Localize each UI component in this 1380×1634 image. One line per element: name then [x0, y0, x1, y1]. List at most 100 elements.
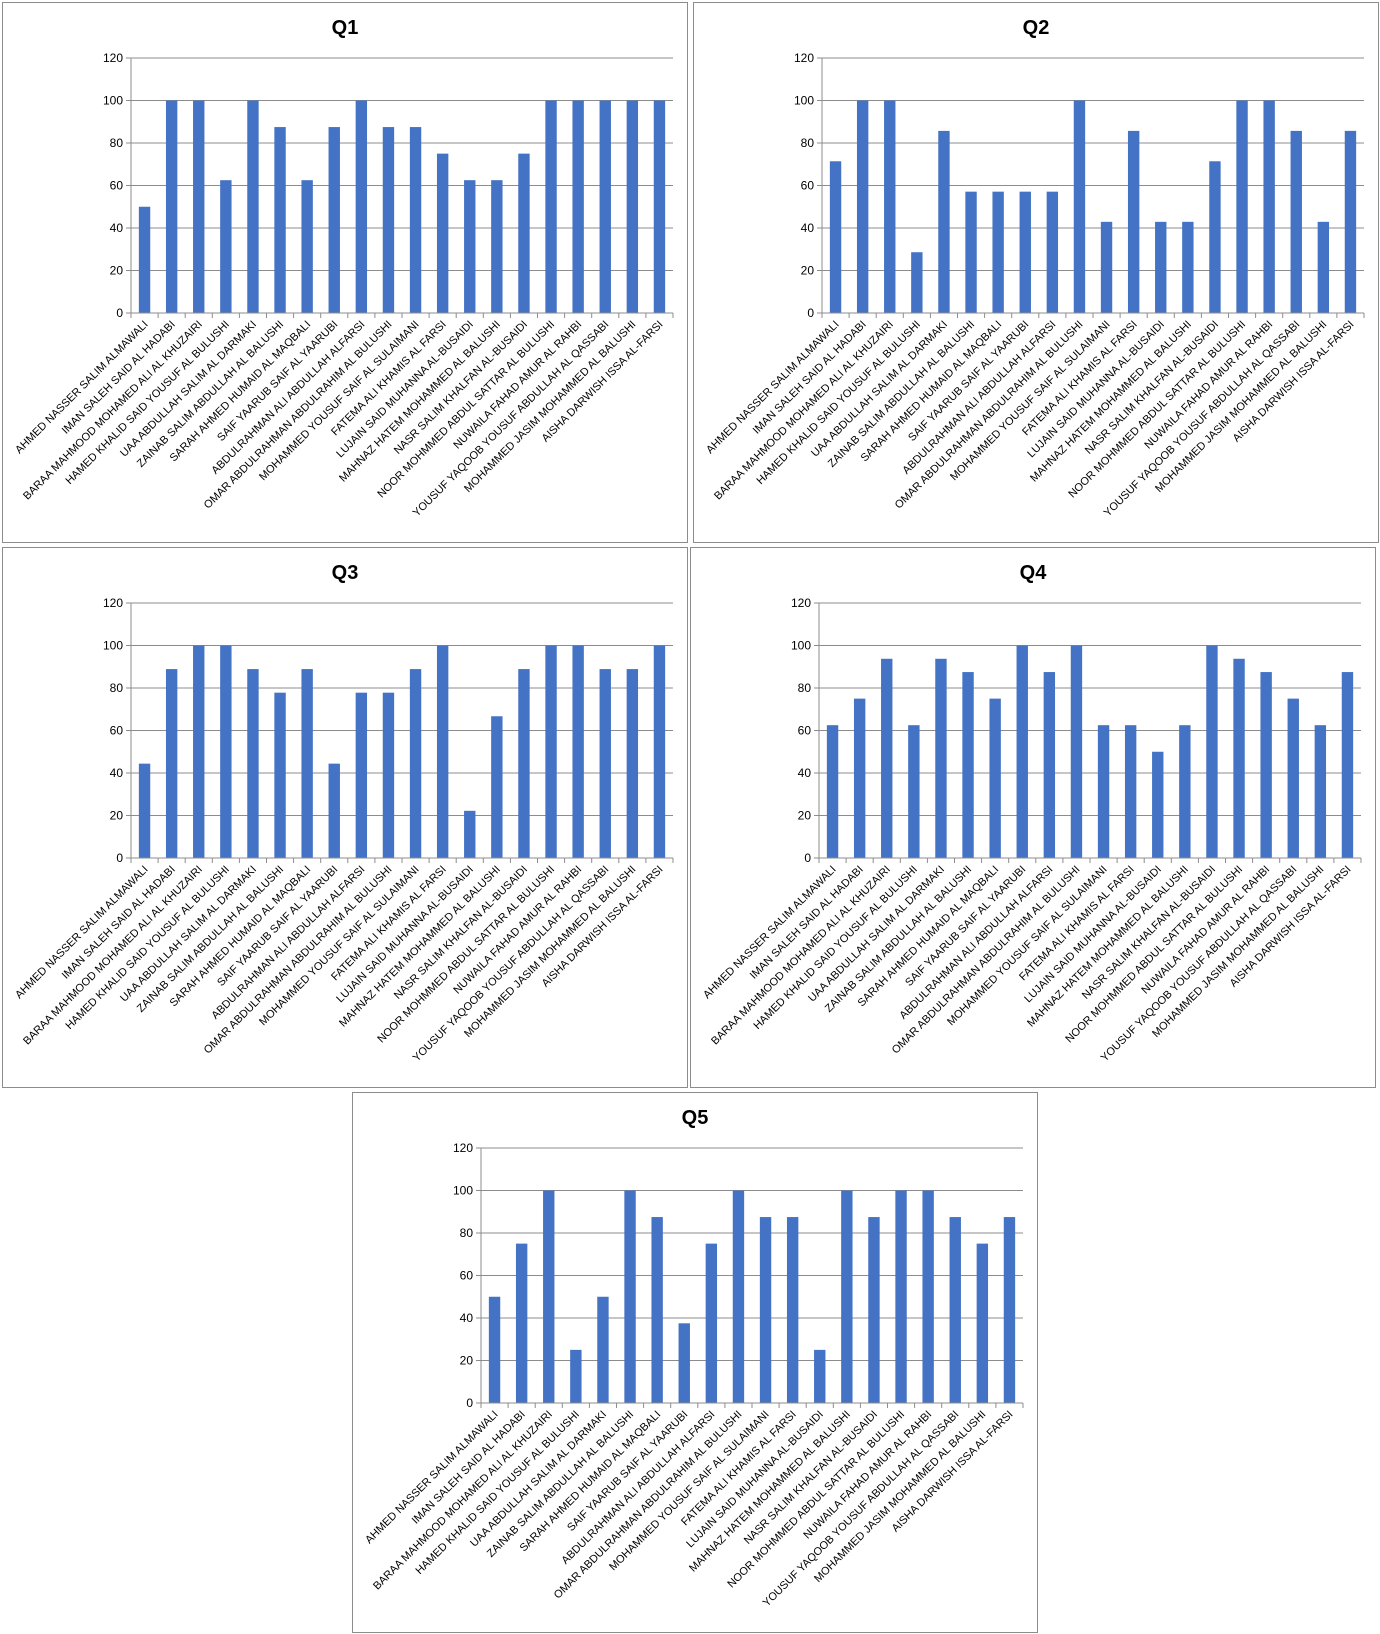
- bar: [274, 692, 286, 858]
- bar: [1182, 221, 1194, 313]
- y-tick-label: 100: [103, 639, 123, 653]
- bar: [908, 725, 920, 858]
- bar: [786, 1217, 799, 1403]
- bar: [165, 669, 178, 858]
- bar: [653, 645, 666, 858]
- bar: [599, 669, 611, 858]
- chart-q2: Q2 0 20 40 60 80 100 120 AHMED NASSER SALIM ALM…: [693, 2, 1379, 543]
- chart-title: Q2: [1022, 17, 1050, 39]
- bar: [678, 1323, 690, 1403]
- bar: [138, 206, 151, 313]
- bar: [165, 100, 178, 313]
- y-tick-label: 100: [103, 94, 123, 108]
- bar: [1100, 221, 1113, 313]
- chart-title: Q4: [1019, 562, 1047, 584]
- y-tick-label: 40: [798, 766, 812, 780]
- bar: [597, 1296, 609, 1403]
- y-tick-label: 60: [798, 724, 812, 738]
- bar: [518, 153, 530, 313]
- y-tick-label: 80: [460, 1226, 474, 1240]
- y-tick-label: 20: [460, 1354, 474, 1368]
- chart-q3: Q3 0 20 40 60 80 100 120 AHMED NASSER SALIM ALM…: [2, 547, 688, 1088]
- y-tick-label: 60: [110, 179, 124, 193]
- y-tick-label: 40: [110, 221, 124, 235]
- bar: [759, 1217, 772, 1403]
- y-tick-label: 60: [110, 724, 124, 738]
- bar: [193, 645, 205, 858]
- bar: [436, 153, 449, 313]
- bar: [274, 127, 286, 313]
- bar: [1314, 725, 1327, 858]
- x-tick-label: BARAA MAHMOOD MOHAMED ALI AL KHUZAIRI: [371, 1409, 555, 1593]
- chart-title: Q3: [331, 562, 359, 584]
- chart-title: Q1: [331, 17, 359, 39]
- bar: [247, 100, 259, 313]
- bar: [515, 1243, 528, 1403]
- bar: [626, 100, 639, 313]
- bar: [1344, 130, 1357, 313]
- bar: [1341, 672, 1354, 858]
- bar: [572, 100, 584, 313]
- y-tick-label: 120: [453, 1141, 473, 1155]
- y-tick-label: 80: [110, 136, 124, 150]
- y-tick-label: 80: [798, 681, 812, 695]
- y-tick-label: 40: [460, 1311, 474, 1325]
- x-tick-label: BARAA MAHMOOD MOHAMED ALI AL KHUZAIRI: [21, 864, 205, 1048]
- bar: [1016, 645, 1028, 858]
- bar: [572, 645, 584, 858]
- bar: [545, 645, 557, 858]
- bar: [220, 180, 232, 313]
- bar: [488, 1296, 501, 1403]
- x-tick-label: BARAA MAHMOOD MOHAMED ALI AL KHUZAIRI: [21, 319, 205, 503]
- bar: [436, 645, 449, 858]
- y-tick-label: 120: [103, 596, 123, 610]
- bar: [518, 669, 530, 858]
- bar: [1236, 100, 1248, 313]
- y-tick-label: 20: [110, 809, 124, 823]
- bar: [965, 191, 977, 313]
- bar: [1046, 191, 1059, 313]
- y-tick-label: 80: [801, 136, 815, 150]
- bar: [1019, 191, 1031, 313]
- bar: [856, 100, 869, 313]
- chart-q1: Q1 0 20 40 60 80 100 120 AHMED NASSER SALIM ALM…: [2, 2, 688, 543]
- bar: [624, 1190, 636, 1403]
- bar: [328, 127, 340, 313]
- bar: [989, 698, 1001, 858]
- y-tick-label: 80: [110, 681, 124, 695]
- y-tick-label: 20: [110, 264, 124, 278]
- bar: [653, 100, 666, 313]
- bar: [814, 1349, 826, 1403]
- bar: [651, 1217, 663, 1403]
- bar: [881, 658, 893, 858]
- bar: [464, 180, 476, 313]
- bar: [1155, 221, 1167, 313]
- bar: [193, 100, 205, 313]
- bar: [545, 100, 557, 313]
- bar: [949, 1217, 961, 1403]
- y-tick-label: 20: [798, 809, 812, 823]
- bar: [543, 1190, 555, 1403]
- bar: [328, 763, 340, 858]
- bar: [1206, 645, 1218, 858]
- bar: [138, 763, 151, 858]
- bar: [599, 100, 611, 313]
- bar: [829, 161, 842, 313]
- y-tick-label: 120: [103, 51, 123, 65]
- bar: [1179, 725, 1191, 858]
- bar: [976, 1243, 989, 1403]
- bar: [1070, 645, 1083, 858]
- chart-q5: Q5 0 20 40 60 80 100 120 AHMED NASSER SALIM ALM…: [352, 1092, 1038, 1633]
- y-tick-label: 60: [801, 179, 815, 193]
- bar: [355, 100, 368, 313]
- y-tick-label: 0: [804, 851, 811, 865]
- bar: [301, 669, 313, 858]
- bar: [409, 127, 422, 313]
- y-tick-label: 0: [807, 306, 814, 320]
- bar: [841, 1190, 853, 1403]
- bar: [1233, 658, 1245, 858]
- bar: [911, 252, 923, 313]
